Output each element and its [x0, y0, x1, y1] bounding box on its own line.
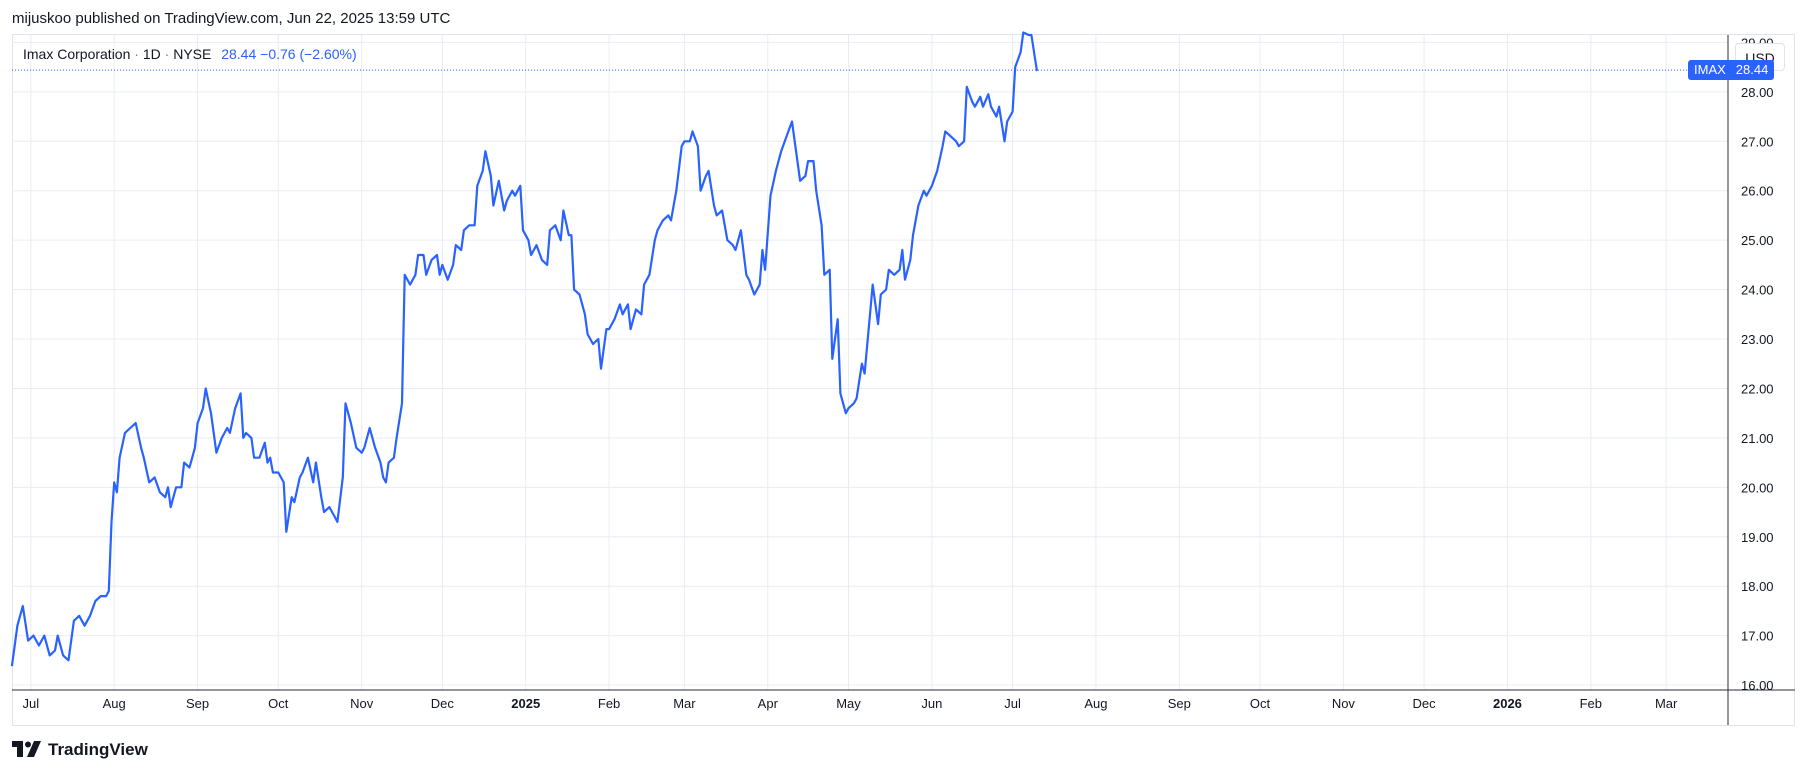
y-tick-label: 26.00 — [1741, 184, 1774, 199]
x-tick-label: May — [836, 696, 861, 711]
x-tick-label: Apr — [758, 696, 779, 711]
y-tick-label: 17.00 — [1741, 629, 1774, 644]
x-tick-label: Jun — [921, 696, 942, 711]
x-tick-label: Mar — [673, 696, 696, 711]
x-tick-label: Feb — [1580, 696, 1602, 711]
x-tick-label: Sep — [1168, 696, 1191, 711]
last-price-label: IMAX 28.44 — [1688, 60, 1775, 81]
symbol-legend[interactable]: Imax Corporation · 1D · NYSE 28.44 −0.76… — [23, 46, 357, 62]
x-tick-label: Sep — [186, 696, 209, 711]
axes — [12, 35, 1795, 725]
x-tick-label: Feb — [598, 696, 620, 711]
x-tick-label: Nov — [1332, 696, 1356, 711]
x-tick-label: Jul — [23, 696, 40, 711]
tradingview-brand: TradingView — [48, 740, 148, 759]
legend-separator: · — [134, 46, 139, 62]
tradingview-logo[interactable]: TradingView — [12, 740, 148, 760]
x-tick-label: Nov — [350, 696, 374, 711]
y-tick-label: 25.00 — [1741, 233, 1774, 248]
y-tick-label: 21.00 — [1741, 431, 1774, 446]
legend-symbol-name: Imax Corporation — [23, 46, 131, 62]
last-price-value: 28.44 — [1735, 62, 1769, 78]
x-tick-label: Oct — [1250, 696, 1271, 711]
y-tick-label: 19.00 — [1741, 530, 1774, 545]
grid-lines — [12, 35, 1728, 690]
y-tick-label: 18.00 — [1741, 579, 1774, 594]
legend-price-change: 28.44 −0.76 (−2.60%) — [221, 46, 357, 62]
y-tick-label: 16.00 — [1741, 678, 1774, 693]
y-tick-label: 24.00 — [1741, 283, 1774, 298]
y-tick-label: 22.00 — [1741, 381, 1774, 396]
x-tick-label: Dec — [431, 696, 455, 711]
x-tick-label: Aug — [103, 696, 126, 711]
y-tick-label: 23.00 — [1741, 332, 1774, 347]
chart-frame — [12, 34, 1795, 726]
price-line — [10, 31, 1038, 667]
x-tick-label: 2026 — [1493, 696, 1522, 711]
publisher-line: mijuskoo published on TradingView.com, J… — [12, 10, 451, 27]
legend-separator: · — [164, 46, 170, 62]
y-tick-label: 20.00 — [1741, 480, 1774, 495]
x-tick-label: Oct — [268, 696, 289, 711]
last-price-symbol: IMAX — [1694, 62, 1726, 78]
x-tick-label: Mar — [1655, 696, 1678, 711]
price-series — [10, 31, 1038, 667]
legend-exchange: NYSE — [173, 46, 212, 62]
x-tick-label: Jul — [1004, 696, 1021, 711]
legend-interval: 1D — [142, 46, 161, 62]
axis-labels: 16.00 17.00 18.00 19.00 20.00 21.00 22.00 23.00… — [23, 35, 1774, 711]
x-tick-label: Dec — [1413, 696, 1437, 711]
x-tick-label: 2025 — [511, 696, 540, 711]
tradingview-logo-icon — [12, 741, 41, 757]
x-tick-label: Aug — [1084, 696, 1107, 711]
y-tick-label: 28.00 — [1741, 85, 1774, 100]
y-tick-label: 27.00 — [1741, 134, 1774, 149]
